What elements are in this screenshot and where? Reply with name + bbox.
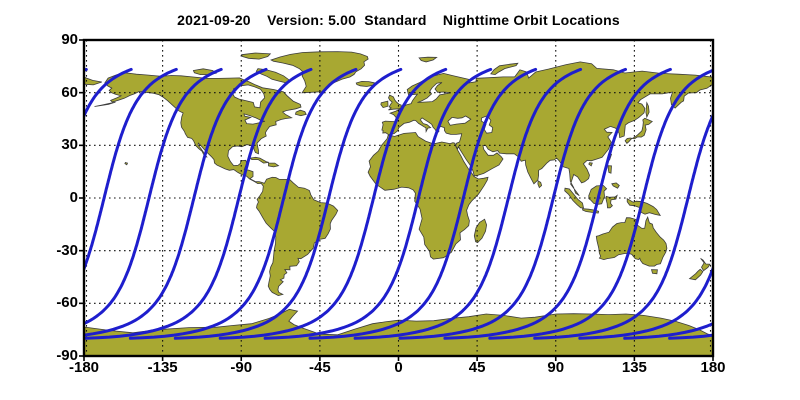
map-layer [0, 40, 800, 356]
landmass-new_zealand_north [72, 258, 81, 270]
landmass-australia [0, 217, 38, 266]
x-tick-label: 90 [547, 359, 565, 376]
y-tick-label: -30 [56, 241, 78, 259]
orbit-track-5 [759, 69, 800, 338]
orbit-track-4 [715, 69, 800, 338]
landmass-madagascar [473, 218, 488, 244]
orbit-track-7 [218, 67, 448, 340]
y-tick-label: 90 [61, 31, 78, 48]
orbit-tracks-layer [84, 67, 800, 340]
water-black_sea [447, 115, 472, 126]
landmass-new_guinea [626, 198, 662, 216]
orbit-track-6 [173, 67, 403, 340]
landmass-eurasia [381, 61, 713, 197]
landmass-hawaii [754, 163, 757, 165]
landmass-new_zealand_south [61, 269, 74, 280]
landmass-baffin_island [255, 68, 291, 84]
orbit-track-5 [128, 67, 358, 340]
orbit-track-14 [533, 112, 713, 340]
orbit-track-2 [84, 67, 223, 326]
landmass-americas [104, 72, 339, 297]
landmass-sakhalin [17, 103, 20, 117]
x-tick-label: -90 [230, 359, 253, 376]
landmass-novaya_zemlya [490, 62, 519, 76]
orbit-track-1 [84, 67, 178, 273]
x-tick-label: 180 [700, 359, 726, 376]
x-tick-label: -45 [309, 359, 331, 376]
y-tick-label: 30 [61, 136, 78, 154]
plot-title: 2021-09-20 Version: 5.00 Standard Nightt… [177, 12, 620, 28]
landmass-africa [367, 132, 489, 260]
landmass-japan [0, 118, 23, 143]
landmass-sri_lanka [537, 180, 543, 189]
landmass-antarctica [712, 326, 713, 356]
landmass-aleutians [94, 101, 116, 107]
landmass-mindanao [611, 182, 620, 189]
landmass-aleutians [724, 102, 745, 106]
orbit-track-8 [263, 67, 493, 340]
landmass-new_zealand_south [688, 268, 704, 281]
landmass-tasmania [650, 269, 658, 275]
landmass-sakhalin [645, 101, 650, 119]
x-tick-label: 0 [394, 359, 403, 376]
x-tick-label: -180 [68, 359, 100, 376]
orbit-track-12 [443, 67, 672, 340]
x-tick-label: 45 [468, 359, 486, 376]
x-tick-label: 135 [621, 359, 647, 376]
landmass-ireland [380, 100, 389, 109]
landmass-tasmania [23, 270, 29, 274]
orbit-track-4 [84, 67, 313, 340]
orbit-track-10 [353, 67, 583, 340]
landmass-newfoundland [294, 109, 307, 117]
landmass-greenland [270, 51, 369, 94]
landmass-hispaniola [268, 162, 280, 168]
orbit-track-11 [398, 67, 627, 340]
landmass-americas [734, 73, 800, 296]
orbit-track-9 [308, 67, 538, 340]
landmass-eurasia [84, 76, 102, 86]
landmass-ellesmere_island [240, 52, 272, 60]
landmass-new_guinea [0, 199, 31, 216]
x-tick-label: -135 [147, 359, 178, 376]
y-tick-label: 60 [61, 83, 78, 101]
landmass-svalbard [418, 56, 438, 63]
orbit-track-1 [578, 264, 713, 340]
landmass-cuba [249, 156, 270, 164]
y-tick-label: -90 [56, 347, 78, 364]
plot-border [82, 38, 715, 358]
landmass-japan [624, 117, 653, 144]
y-tick-label: 0 [69, 189, 78, 206]
landmass-luzon [607, 165, 612, 174]
landmass-hainan [588, 162, 593, 167]
landmass-new_zealand_north [700, 258, 711, 272]
y-tick-label: -60 [56, 294, 78, 312]
orbit-track-13 [488, 68, 713, 340]
landmass-hawaii [124, 162, 129, 166]
orbit-track-3 [84, 67, 268, 337]
